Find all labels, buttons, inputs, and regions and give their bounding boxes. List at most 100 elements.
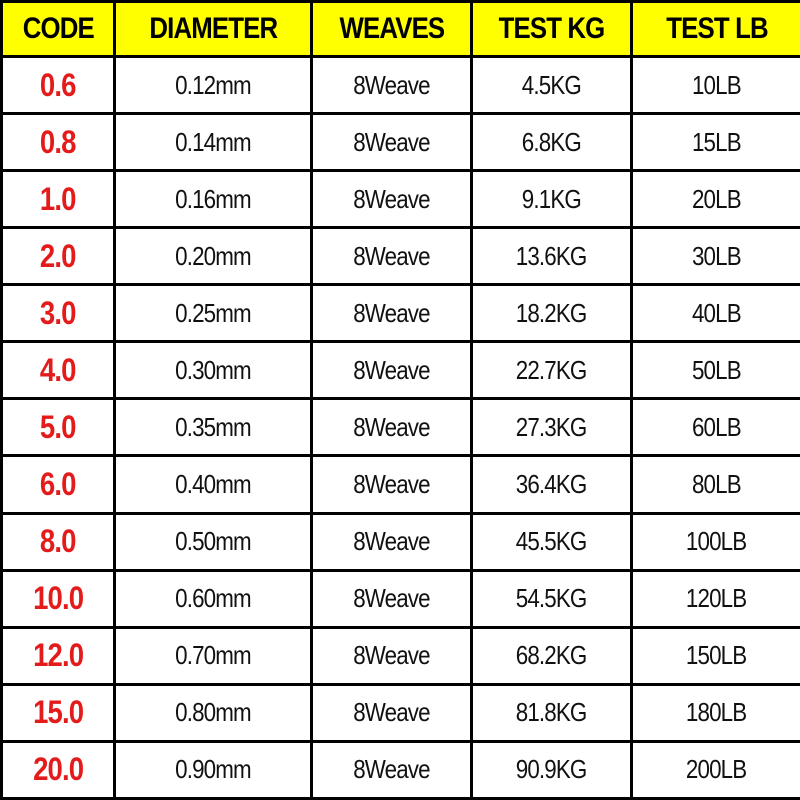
cell-text: 150LB — [686, 640, 747, 671]
cell-text: 8Weave — [353, 240, 430, 271]
cell-text: 10LB — [692, 69, 742, 100]
header-cell: CODE — [0, 0, 116, 58]
cell-text: 0.50mm — [175, 526, 251, 557]
cell-text: 15LB — [692, 126, 742, 157]
code-cell: 5.0 — [0, 397, 116, 458]
table-cell: 8Weave — [310, 226, 473, 287]
cell-text: 1.0 — [40, 180, 77, 217]
cell-text: 0.70mm — [175, 640, 251, 671]
table-cell: 8Weave — [310, 169, 473, 230]
cell-text: CODE — [22, 12, 94, 45]
table-cell: 20LB — [630, 169, 800, 230]
cell-text: 3.0 — [40, 294, 77, 331]
header-cell: WEAVES — [310, 0, 473, 58]
table-cell: 200LB — [630, 739, 800, 800]
table-cell: 54.5KG — [470, 568, 633, 629]
code-cell: 12.0 — [0, 625, 116, 686]
table-cell: 50LB — [630, 340, 800, 401]
table-body: 0.6 0.12mm 8Weave 4.5KG 10LB 0.8 0.14mm 8Weave 6… — [0, 54, 800, 800]
table-cell: 0.25mm — [113, 283, 313, 344]
table-cell: 10LB — [630, 54, 800, 116]
table-cell: 36.4KG — [470, 454, 633, 515]
cell-text: 0.35mm — [175, 411, 251, 442]
cell-text: 8Weave — [353, 297, 430, 328]
table-cell: 27.3KG — [470, 397, 633, 458]
cell-text: 4.5KG — [521, 69, 582, 100]
cell-text: WEAVES — [339, 12, 445, 45]
code-cell: 8.0 — [0, 511, 116, 572]
table-cell: 0.70mm — [113, 625, 313, 686]
table-cell: 68.2KG — [470, 625, 633, 686]
table-cell: 0.30mm — [113, 340, 313, 401]
header-row: CODE DIAMETER WEAVES TEST KG TEST LB — [0, 0, 800, 58]
cell-text: 50LB — [692, 354, 742, 385]
cell-text: 40LB — [692, 297, 742, 328]
cell-text: 0.40mm — [175, 468, 251, 499]
cell-text: 0.20mm — [175, 240, 251, 271]
table-cell: 100LB — [630, 511, 800, 572]
table-cell: 8Weave — [310, 739, 473, 800]
table-cell: 8Weave — [310, 511, 473, 572]
cell-text: 22.7KG — [516, 354, 588, 385]
table-cell: 0.35mm — [113, 397, 313, 458]
cell-text: 4.0 — [40, 351, 77, 388]
cell-text: 6.8KG — [521, 126, 582, 157]
cell-text: 0.14mm — [175, 126, 251, 157]
table-cell: 6.8KG — [470, 112, 633, 173]
cell-text: 5.0 — [40, 408, 77, 445]
header-cell: DIAMETER — [113, 0, 313, 58]
cell-text: 8.0 — [40, 523, 77, 560]
table-cell: 0.40mm — [113, 454, 313, 515]
table-row: 8.0 0.50mm 8Weave 45.5KG 100LB — [0, 511, 800, 572]
cell-text: 81.8KG — [516, 697, 588, 728]
table-cell: 8Weave — [310, 568, 473, 629]
table-row: 0.6 0.12mm 8Weave 4.5KG 10LB — [0, 54, 800, 116]
cell-text: 180LB — [686, 697, 747, 728]
table-row: 12.0 0.70mm 8Weave 68.2KG 150LB — [0, 625, 800, 686]
table-cell: 13.6KG — [470, 226, 633, 287]
table-cell: 150LB — [630, 625, 800, 686]
cell-text: 8Weave — [353, 183, 430, 214]
header-cell: TEST LB — [630, 0, 800, 58]
code-cell: 0.6 — [0, 54, 116, 116]
cell-text: 0.8 — [40, 123, 77, 160]
table-cell: 0.12mm — [113, 54, 313, 116]
cell-text: 0.80mm — [175, 697, 251, 728]
table-cell: 8Weave — [310, 340, 473, 401]
table-row: 10.0 0.60mm 8Weave 54.5KG 120LB — [0, 568, 800, 629]
table-row: 4.0 0.30mm 8Weave 22.7KG 50LB — [0, 340, 800, 401]
table-cell: 81.8KG — [470, 682, 633, 743]
table-cell: 0.80mm — [113, 682, 313, 743]
code-cell: 20.0 — [0, 739, 116, 800]
cell-text: 100LB — [686, 526, 747, 557]
code-cell: 4.0 — [0, 340, 116, 401]
table-cell: 22.7KG — [470, 340, 633, 401]
cell-text: 8Weave — [353, 697, 430, 728]
cell-text: DIAMETER — [149, 12, 278, 45]
cell-text: 8Weave — [353, 754, 430, 785]
code-cell: 10.0 — [0, 568, 116, 629]
cell-text: 8Weave — [353, 126, 430, 157]
table-cell: 8Weave — [310, 625, 473, 686]
cell-text: 68.2KG — [516, 640, 588, 671]
cell-text: 60LB — [692, 411, 742, 442]
code-cell: 6.0 — [0, 454, 116, 515]
table-cell: 0.90mm — [113, 739, 313, 800]
cell-text: 12.0 — [32, 637, 84, 674]
cell-text: 30LB — [692, 240, 742, 271]
cell-text: 2.0 — [40, 237, 77, 274]
table-cell: 8Weave — [310, 682, 473, 743]
cell-text: 54.5KG — [516, 583, 588, 614]
table-cell: 8Weave — [310, 454, 473, 515]
table-cell: 120LB — [630, 568, 800, 629]
table-row: 1.0 0.16mm 8Weave 9.1KG 20LB — [0, 169, 800, 230]
cell-text: 15.0 — [32, 694, 84, 731]
table-cell: 9.1KG — [470, 169, 633, 230]
cell-text: 10.0 — [32, 580, 84, 617]
cell-text: 0.60mm — [175, 583, 251, 614]
table-cell: 60LB — [630, 397, 800, 458]
cell-text: 20LB — [692, 183, 742, 214]
table-cell: 0.60mm — [113, 568, 313, 629]
